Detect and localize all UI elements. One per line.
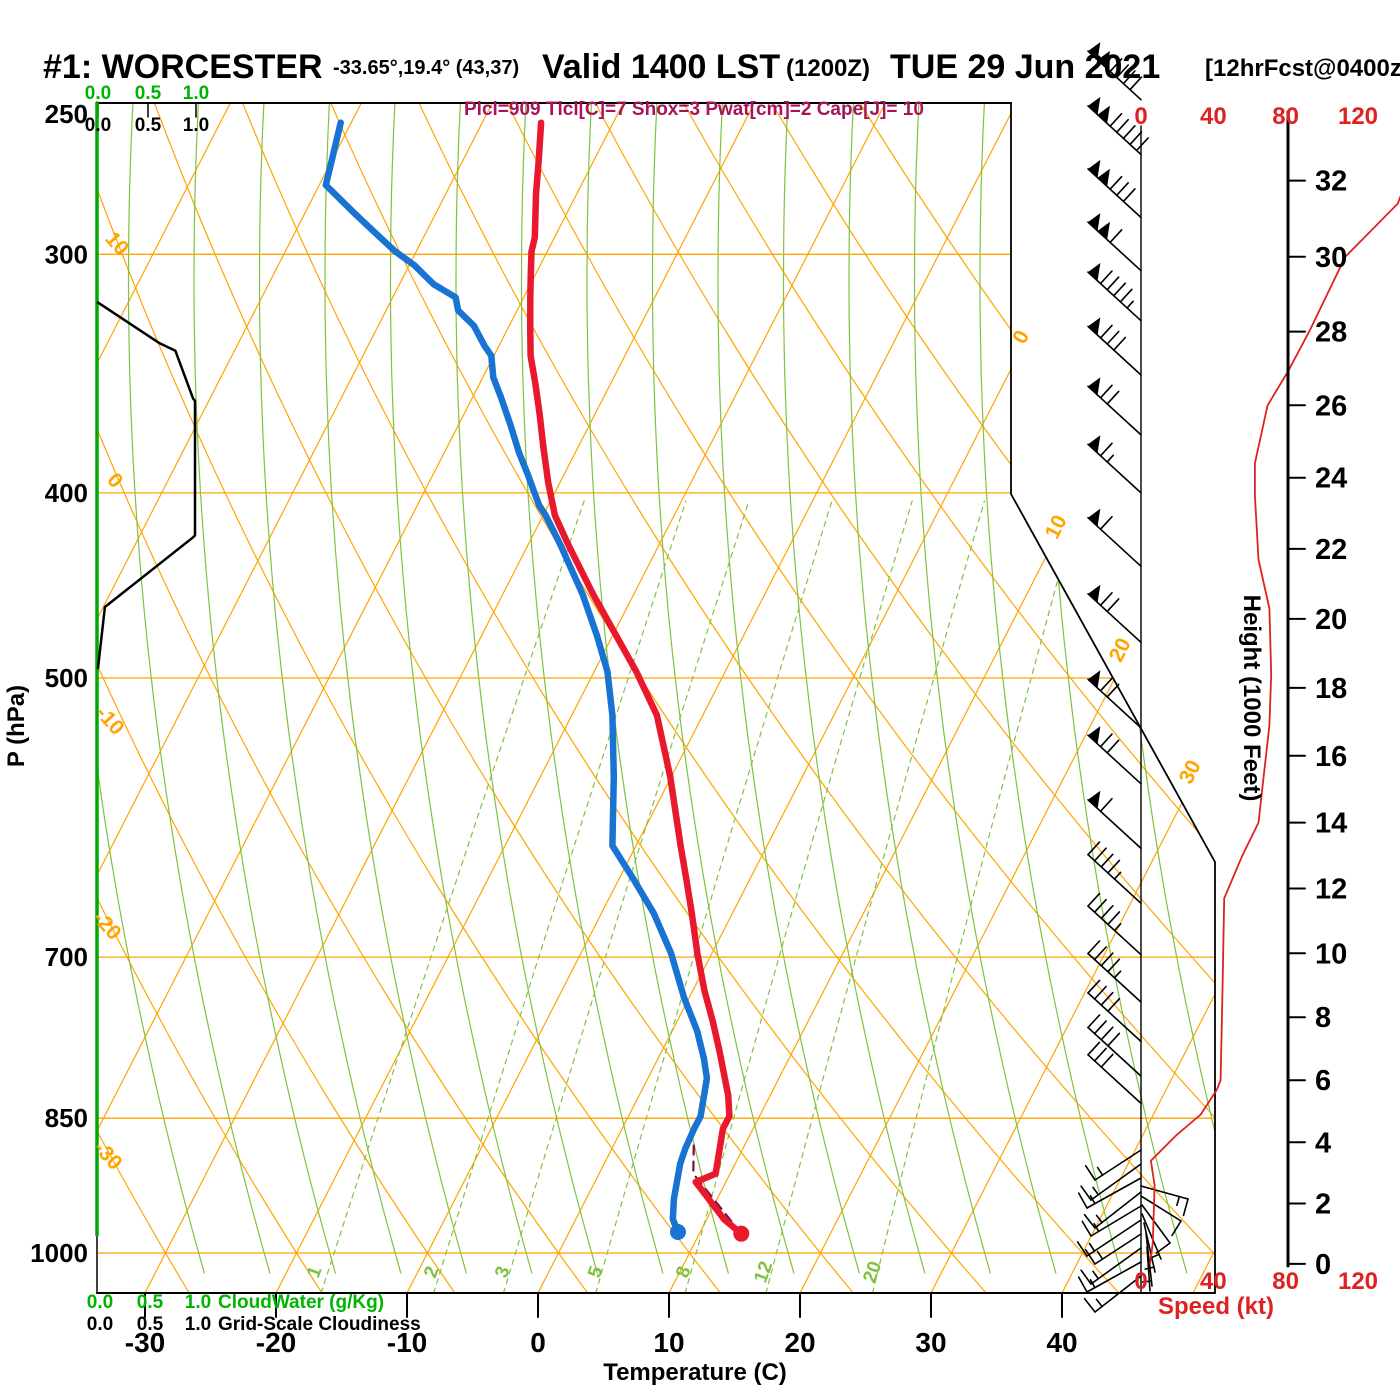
- valid-date: TUE 29 Jun 2021: [890, 48, 1161, 86]
- height-axis-label: Height (1000 Feet): [1238, 595, 1265, 802]
- pressure-axis-label: P (hPa): [3, 685, 30, 767]
- cloud-scales-label: 0.5: [135, 115, 162, 136]
- pressure-axis: 250 300 400 500 700 850 1000 P (hPa): [3, 99, 88, 1268]
- height-axis-label: 4: [1315, 1127, 1331, 1159]
- height-axis-label: 22: [1315, 534, 1347, 566]
- temperature-axis-label: Temperature (C): [603, 1359, 787, 1386]
- temperature-axis-label: 0: [530, 1327, 546, 1358]
- height-axis-label: 12: [1315, 873, 1347, 905]
- wind-barbs: [1076, 42, 1189, 1313]
- isotherm-labels-label: 30: [1175, 756, 1206, 787]
- wind-speed-profile: [1149, 195, 1400, 1265]
- cloud-scales-label: 1.0: [185, 1314, 211, 1335]
- cloud-scales-label: Grid-Scale Cloudiness: [218, 1314, 421, 1335]
- cloud-scales-label: 0.0: [85, 115, 111, 136]
- speed-scale-label: 120: [1338, 103, 1378, 130]
- cloud-scales: 0.00.00.00.00.50.50.50.51.01.01.01.0Clou…: [85, 83, 421, 1335]
- mixing-ratio-labels-label: 1: [303, 1263, 326, 1281]
- cloud-scales-label: CloudWater (g/Kg): [218, 1292, 384, 1313]
- speed-scale-label: Speed (kt): [1158, 1293, 1274, 1320]
- height-axis-label: 18: [1315, 673, 1347, 705]
- speed-scale-label: 120: [1338, 1268, 1378, 1295]
- mixing-ratio-labels-label: 8: [672, 1264, 695, 1281]
- cloud-scales-label: 0.0: [85, 83, 111, 104]
- temperature-axis-label: -30: [125, 1327, 165, 1358]
- mixing-ratio-labels-label: 12: [750, 1259, 777, 1286]
- isotherm-labels-label: 20: [1105, 634, 1136, 665]
- cloud-scales-label: 1.0: [185, 1292, 211, 1313]
- temperature-axis-label: -10: [387, 1327, 427, 1358]
- mixing-ratio-lines: [320, 500, 1081, 1293]
- height-axis-label: 2: [1315, 1189, 1331, 1221]
- isotherm-labels-label: -30: [89, 1137, 126, 1175]
- forecast-tag: [12hrFcst@0400z]: [1205, 55, 1400, 82]
- temperature-axis-label: 20: [784, 1327, 815, 1358]
- pressure-axis-label: 500: [45, 663, 88, 693]
- speed-scale-label: 0: [1134, 103, 1147, 130]
- mixing-ratio-labels-label: 2: [420, 1264, 443, 1281]
- temperature-axis-label: -20: [256, 1327, 296, 1358]
- plot-border: [96, 102, 1216, 1294]
- mixing-ratio-labels-label: 20: [859, 1259, 886, 1286]
- height-axis-label: 26: [1315, 390, 1347, 422]
- cloud-scales-label: 0.5: [137, 1292, 164, 1313]
- height-axis-label: 28: [1315, 317, 1347, 349]
- cloud-scales-label: 0.5: [137, 1314, 164, 1335]
- pressure-axis-label: 850: [45, 1103, 88, 1133]
- cloud-scales-label: 0.0: [87, 1314, 113, 1335]
- height-axis-label: 30: [1315, 242, 1347, 274]
- speed-scale-label: 40: [1200, 103, 1227, 130]
- dewpoint-curve: [322, 119, 711, 1240]
- parcel-path: [692, 1141, 743, 1235]
- cloud-scales-label: 1.0: [183, 115, 209, 136]
- height-axis-label: 24: [1315, 463, 1347, 495]
- sounding-params: Plcl=909 Tlcl[C]=7 Shox=3 Pwat[cm]=2 Cap…: [464, 99, 924, 120]
- speed-scale-label: 40: [1200, 1268, 1227, 1295]
- speed-scale-label: 80: [1272, 103, 1299, 130]
- height-axis-label: 14: [1315, 808, 1347, 840]
- temperature-axis: -30 -20 -10 0 10 20 30 40 Temperature (C): [125, 1292, 1078, 1386]
- height-axis-label: 16: [1315, 741, 1347, 773]
- pressure-axis-label: 700: [45, 942, 88, 972]
- height-axis-label: 8: [1315, 1002, 1331, 1034]
- station-coords: -33.65°,19.4° (43,37): [333, 57, 520, 79]
- cloudiness-profile: [96, 301, 197, 670]
- temperature-axis-label: 40: [1046, 1327, 1077, 1358]
- cloud-scales-label: 0.5: [135, 83, 162, 104]
- zulu-time: (1200Z): [786, 55, 871, 82]
- pressure-lines: [97, 253, 1215, 1254]
- height-axis-label: 20: [1315, 604, 1347, 636]
- speed-scale-label: 80: [1272, 1268, 1299, 1295]
- moist-adiabat-lines: [97, 103, 1215, 1274]
- temperature-axis-label: 10: [653, 1327, 684, 1358]
- height-axis-label: 6: [1315, 1065, 1331, 1097]
- isotherm-labels-label: 0: [102, 469, 127, 493]
- dewpoint-surface-dot: [669, 1223, 686, 1240]
- valid-time: Valid 1400 LST: [542, 48, 781, 86]
- height-axis-label: 32: [1315, 166, 1347, 198]
- cloud-scales-label: 0.0: [87, 1292, 113, 1313]
- skewt-background: [97, 103, 1215, 1293]
- mixing-ratio-labels-label: 3: [491, 1264, 514, 1281]
- pressure-axis-label: 400: [45, 478, 88, 508]
- pressure-axis-label: 300: [45, 239, 88, 269]
- temperature-axis-label: 30: [915, 1327, 946, 1358]
- temperature-curve: [526, 119, 750, 1242]
- speed-scale-label: 0: [1134, 1268, 1147, 1295]
- temperature-surface-dot: [733, 1225, 750, 1242]
- station-title: #1: WORCESTER: [43, 48, 323, 86]
- isotherm-labels-label: 10: [1041, 511, 1072, 542]
- pressure-axis-label: 1000: [30, 1238, 88, 1268]
- cloud-scales-label: 1.0: [183, 83, 209, 104]
- height-axis-label: 10: [1315, 938, 1347, 970]
- pressure-axis-label: 250: [45, 99, 88, 129]
- height-axis-label: 0: [1315, 1249, 1331, 1281]
- isotherm-labels-label: 0: [1008, 327, 1034, 348]
